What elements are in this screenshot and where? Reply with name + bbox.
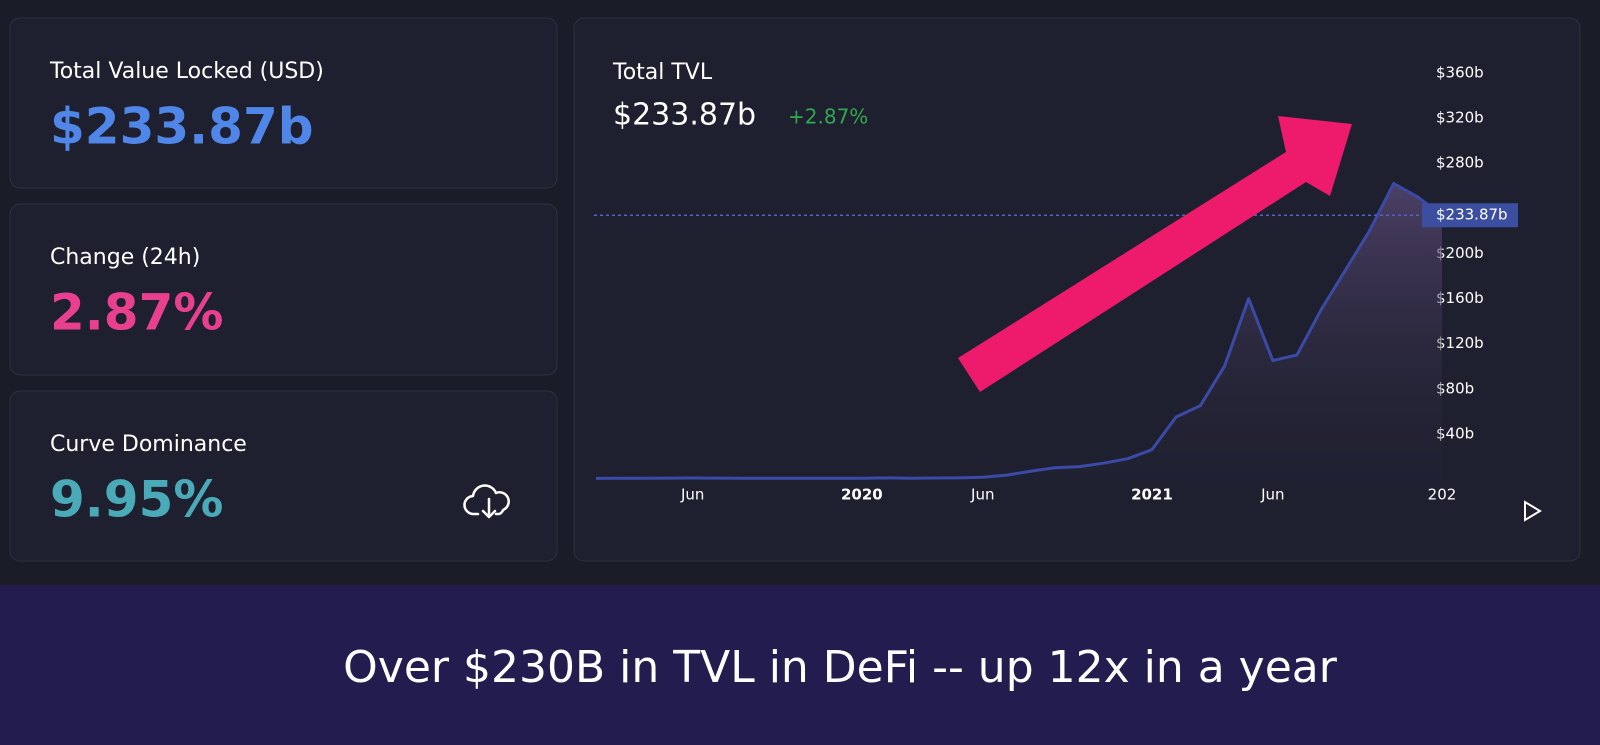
x-tick-label: Jun [1260,486,1284,504]
download-button[interactable] [463,484,510,519]
card-label: Change (24h) [50,245,200,270]
x-tick-label: Jun [680,486,704,504]
x-tick-label: 2021 [1131,486,1173,504]
x-tick-label: Jun [970,486,994,504]
y-tick-label: $280b [1436,154,1484,172]
chart-change: +2.87% [788,105,868,129]
annotation-arrow [958,116,1352,392]
current-value-badge [1422,203,1518,228]
card-value: 9.95% [50,471,223,529]
y-tick-label: $80b [1436,379,1474,397]
y-tick-label: $40b [1436,424,1474,442]
chart-title: Total TVL [612,60,713,85]
card [9,390,558,562]
current-value-label: $233.87b [1436,206,1508,224]
y-tick-label: $200b [1436,244,1484,262]
caption: Over $230B in TVL in DeFi -- up 12x in a… [343,642,1338,693]
card-value: 2.87% [50,284,223,342]
area [596,183,1442,479]
x-tick-label: 2020 [841,486,883,504]
card [9,203,558,376]
y-tick-label: $120b [1436,334,1484,352]
card-label: Curve Dominance [50,432,247,457]
y-tick-label: $160b [1436,289,1484,307]
card [9,17,558,189]
y-tick-label: $320b [1436,109,1484,127]
plot: $40b $80b $120b $160b $200b $280b $320b $360b Ju… [594,64,1518,504]
card-label: Total Value Locked (USD) [49,59,324,84]
x-tick-label: 202 [1428,486,1457,504]
chart-headline: $233.87b [613,98,756,133]
line [595,182,1443,480]
caption-banner [0,585,1600,745]
y-tick-label: $360b [1436,64,1484,82]
card-value: $233.87b [50,98,314,156]
play-button[interactable] [1524,500,1542,522]
